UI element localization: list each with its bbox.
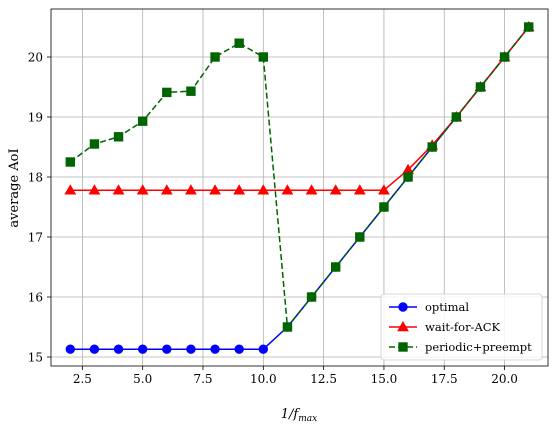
- y-tick-label: 16: [28, 291, 43, 305]
- data-point-periodic-preempt: [113, 132, 124, 142]
- x-axis-label: 1/fmax: [281, 407, 317, 424]
- data-point-wait-for-ack: [209, 184, 221, 195]
- data-point-wait-for-ack: [88, 184, 101, 195]
- x-tick-label: 20.0: [491, 372, 518, 386]
- series-layer: [64, 20, 535, 354]
- legend-label-wait-for-ack: wait-for-ACK: [425, 320, 501, 334]
- y-axis-label: average AoI: [7, 148, 22, 227]
- data-point-periodic-preempt: [403, 172, 413, 182]
- data-point-periodic-preempt: [282, 322, 293, 332]
- x-tick-label: 12.5: [310, 372, 337, 386]
- data-point-periodic-preempt: [210, 52, 220, 62]
- data-point-optimal: [258, 344, 269, 354]
- data-point-optimal: [137, 344, 148, 354]
- data-point-wait-for-ack: [281, 184, 294, 195]
- data-point-periodic-preempt: [330, 262, 341, 272]
- data-point-periodic-preempt: [234, 38, 244, 48]
- data-point-optimal: [113, 344, 124, 354]
- x-tick-label: 10.0: [250, 372, 277, 386]
- y-tick-label: 19: [28, 111, 43, 125]
- y-tick-label: 18: [28, 171, 43, 185]
- series-periodic-preempt: [65, 22, 534, 332]
- legend-marker-periodic-preempt: [398, 342, 408, 352]
- data-point-optimal: [234, 344, 244, 354]
- data-point-wait-for-ack: [185, 184, 197, 195]
- y-tick-label: 20: [28, 51, 43, 65]
- data-point-periodic-preempt: [499, 52, 510, 62]
- data-point-optimal: [186, 344, 196, 354]
- y-tick-label: 17: [28, 231, 43, 245]
- x-tick-label: 5.0: [133, 372, 152, 386]
- x-tick-label: 15.0: [371, 372, 398, 386]
- data-point-wait-for-ack: [378, 184, 390, 195]
- data-point-periodic-preempt: [523, 22, 534, 32]
- series-line-periodic-preempt: [69, 26, 530, 328]
- x-tick-label: 17.5: [431, 372, 458, 386]
- data-point-periodic-preempt: [451, 112, 462, 122]
- data-point-wait-for-ack: [64, 184, 77, 195]
- x-axis-label-subscript: max: [298, 414, 317, 424]
- x-axis-label-main: 1/f: [281, 407, 301, 422]
- data-point-optimal: [162, 344, 172, 354]
- data-point-optimal: [65, 344, 76, 354]
- x-tick-label: 2.5: [73, 372, 92, 386]
- data-point-periodic-preempt: [379, 202, 389, 212]
- data-point-wait-for-ack: [136, 184, 149, 195]
- data-point-wait-for-ack: [160, 184, 173, 195]
- legend-label-periodic-preempt: periodic+preempt: [425, 340, 532, 354]
- axis-ticks: 2.5 5.0 7.5 10.0 12.5 15.0 17.5 20.0 15 16 17 18 19 2…: [28, 51, 518, 387]
- data-point-optimal: [210, 344, 220, 354]
- data-point-periodic-preempt: [162, 87, 172, 98]
- data-point-wait-for-ack: [112, 184, 125, 195]
- legend: optimal wait-for-ACK periodic+preempt: [380, 293, 543, 361]
- data-point-periodic-preempt: [475, 82, 486, 92]
- data-point-periodic-preempt: [89, 139, 100, 149]
- data-point-periodic-preempt: [306, 292, 317, 302]
- legend-marker-optimal: [398, 302, 408, 312]
- data-point-wait-for-ack: [329, 184, 342, 195]
- data-point-wait-for-ack: [353, 184, 366, 195]
- data-point-optimal: [89, 344, 100, 354]
- plot-frame: [50, 8, 549, 367]
- data-point-periodic-preempt: [65, 157, 76, 167]
- data-point-periodic-preempt: [137, 116, 148, 126]
- data-point-wait-for-ack: [305, 184, 318, 195]
- data-point-wait-for-ack: [233, 184, 246, 195]
- data-point-periodic-preempt: [186, 86, 196, 96]
- legend-marker-wait-for-ack: [397, 320, 409, 332]
- legend-box: [380, 293, 543, 361]
- data-point-periodic-preempt: [427, 142, 437, 152]
- data-point-periodic-preempt: [258, 52, 269, 62]
- x-tick-label: 7.5: [193, 372, 212, 386]
- y-tick-label: 15: [28, 351, 43, 365]
- data-point-wait-for-ack: [257, 184, 270, 195]
- legend-label-optimal: optimal: [425, 300, 469, 314]
- data-point-periodic-preempt: [355, 232, 365, 242]
